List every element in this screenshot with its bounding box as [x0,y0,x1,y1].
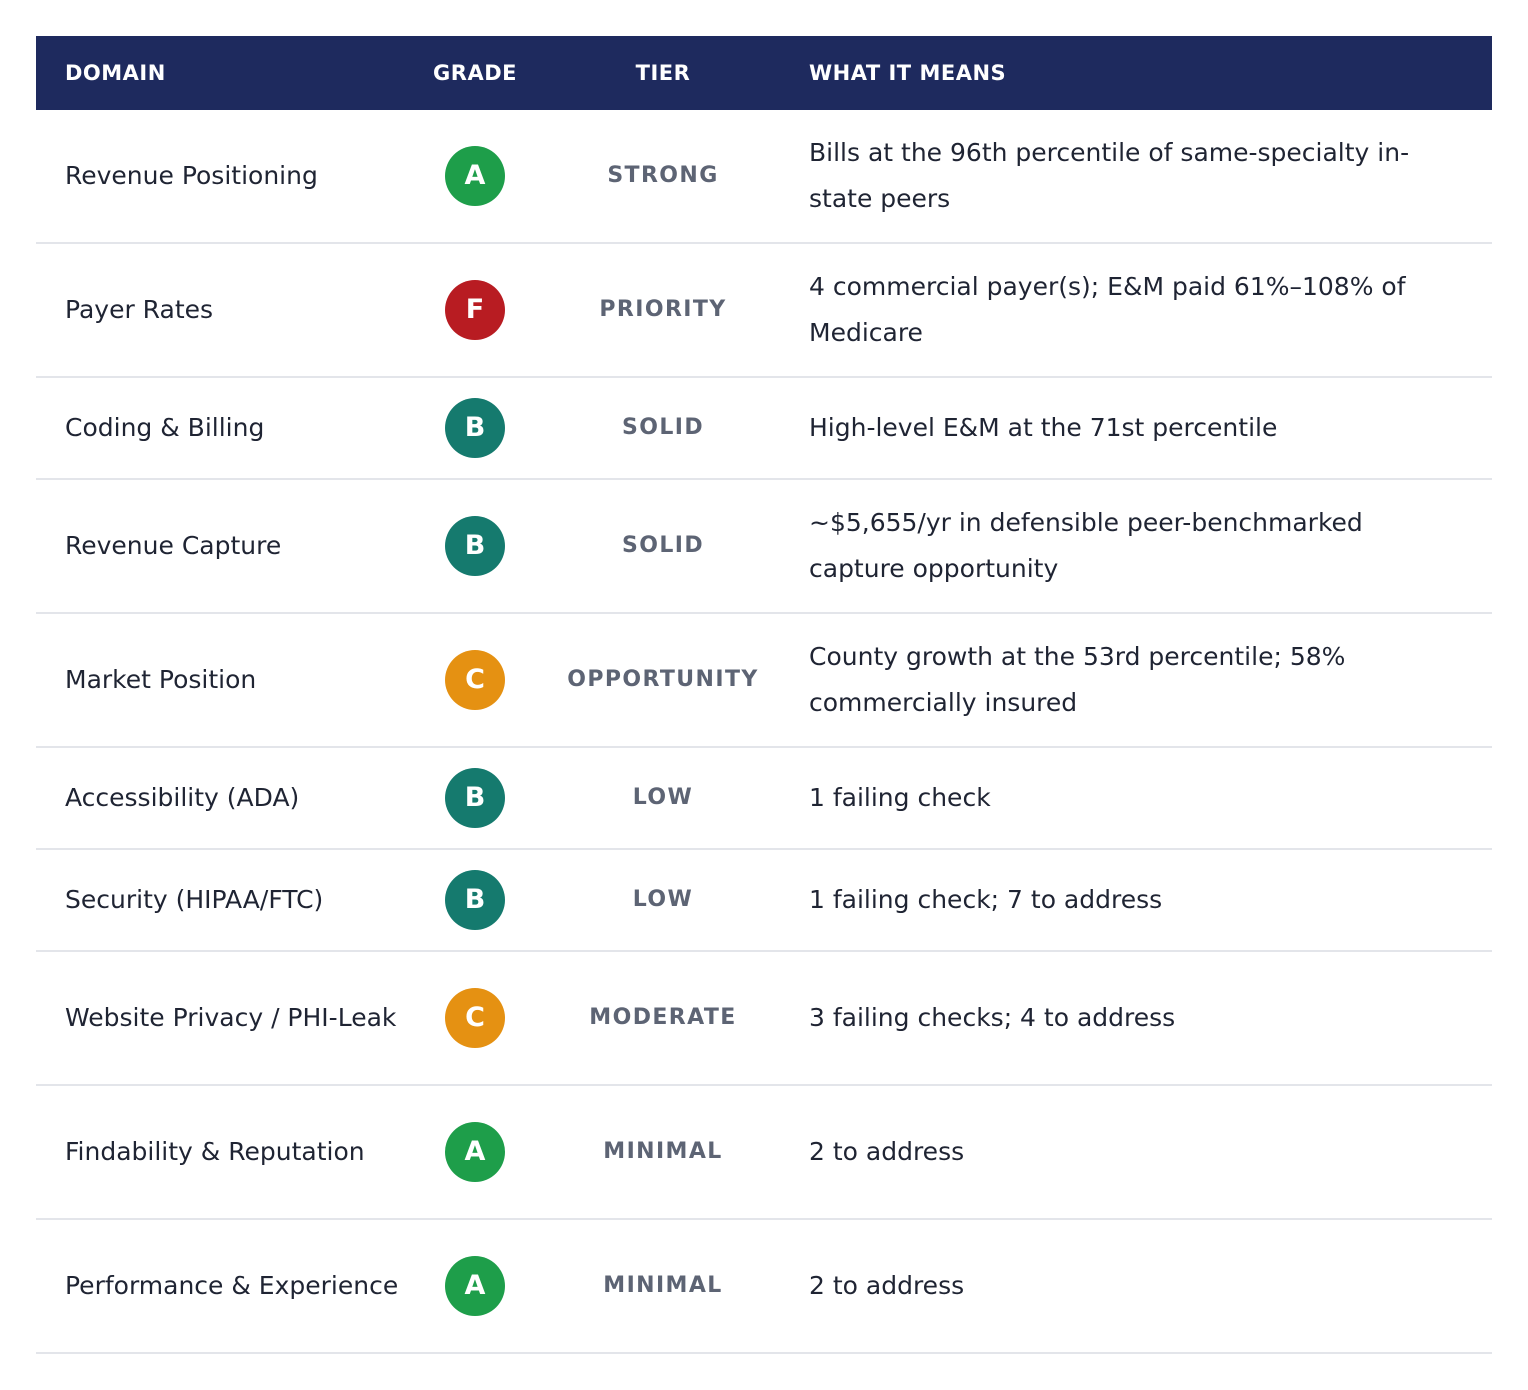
header-what-it-means: WHAT IT MEANS [809,61,1007,85]
domain-cell: Website Privacy / PHI-Leak [65,1003,397,1032]
table-row: Payer Rates F PRIORITY 4 commercial paye… [36,244,1492,378]
table-row: Accessibility (ADA) B LOW 1 failing chec… [36,748,1492,850]
table-row: Performance & Experience A MINIMAL 2 to … [36,1220,1492,1354]
grade-badge: C [445,988,505,1048]
domain-cell: Market Position [65,665,257,694]
means-cell: 3 failing checks; 4 to address [809,1003,1176,1032]
table-row: Market Position C OPPORTUNITY County gro… [36,614,1492,748]
tier-cell: MINIMAL [603,1139,723,1164]
table-row: Coding & Billing B SOLID High-level E&M … [36,378,1492,480]
tier-cell: MODERATE [589,1005,737,1030]
tier-cell: SOLID [621,415,704,440]
table-row: Revenue Capture B SOLID ~$5,655/yr in de… [36,480,1492,614]
grade-badge: A [445,1256,505,1316]
table-row: Security (HIPAA/FTC) B LOW 1 failing che… [36,850,1492,952]
means-cell: ~$5,655/yr in defensible peer-benchmarke… [809,508,1363,583]
table-row: Website Privacy / PHI-Leak C MODERATE 3 … [36,952,1492,1086]
domain-cell: Payer Rates [65,295,214,324]
domain-cell: Accessibility (ADA) [65,783,300,812]
table-row: Revenue Positioning A STRONG Bills at th… [36,110,1492,244]
grade-badge: B [445,398,505,458]
means-cell: 4 commercial payer(s); E&M paid 61%–108%… [809,272,1406,347]
header-grade: GRADE [433,61,517,85]
domain-cell: Revenue Capture [65,531,282,560]
tier-cell: LOW [632,785,694,810]
domain-cell: Revenue Positioning [65,161,318,190]
tier-cell: STRONG [607,163,719,188]
header-tier: TIER [635,61,691,85]
means-cell: 1 failing check; 7 to address [809,885,1163,914]
scorecard-table: DOMAIN GRADE TIER WHAT IT MEANS Revenue … [36,36,1492,1354]
grade-badge: B [445,516,505,576]
means-cell: High-level E&M at the 71st percentile [809,413,1278,442]
means-cell: 2 to address [809,1137,965,1166]
domain-cell: Security (HIPAA/FTC) [65,885,324,914]
tier-cell: OPPORTUNITY [567,667,759,692]
tier-cell: MINIMAL [603,1273,723,1298]
means-cell: County growth at the 53rd percentile; 58… [809,642,1346,717]
means-cell: 1 failing check [809,783,991,812]
table-header: DOMAIN GRADE TIER WHAT IT MEANS [36,36,1492,110]
means-cell: Bills at the 96th percentile of same-spe… [809,138,1410,213]
grade-badge: B [445,768,505,828]
grade-badge: A [445,146,505,206]
domain-cell: Coding & Billing [65,413,265,442]
header-domain: DOMAIN [65,61,166,85]
domain-cell: Findability & Reputation [65,1137,365,1166]
means-cell: 2 to address [809,1271,965,1300]
domain-cell: Performance & Experience [65,1271,399,1300]
grade-badge: A [445,1122,505,1182]
tier-cell: SOLID [621,533,704,558]
grade-badge: F [445,280,505,340]
tier-cell: LOW [632,887,694,912]
tier-cell: PRIORITY [599,297,727,322]
table-row: Findability & Reputation A MINIMAL 2 to … [36,1086,1492,1220]
grade-badge: C [445,650,505,710]
grade-badge: B [445,870,505,930]
